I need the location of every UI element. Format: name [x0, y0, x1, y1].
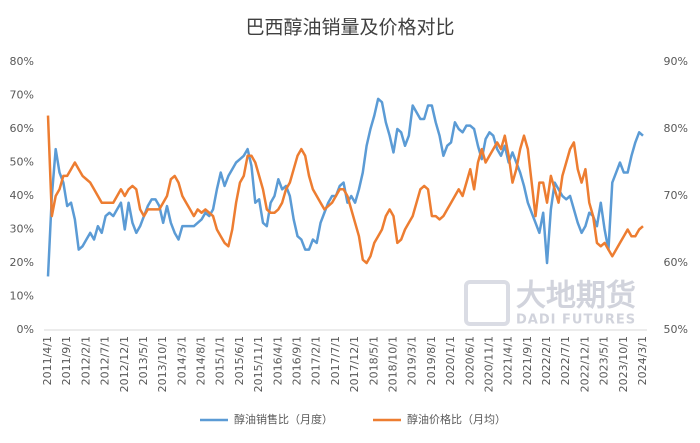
x-tick-label: 2022/2/1: [540, 336, 553, 385]
watermark-subname: DADI FUTURES: [516, 313, 636, 328]
x-tick-label: 2012/2/1: [79, 336, 92, 385]
y-tick-label: 60%: [10, 122, 34, 135]
x-tick-label: 2015/1/1: [214, 336, 227, 385]
x-tick-label: 2023/10/1: [617, 336, 630, 392]
x-tick-label: 2020/1/1: [444, 336, 457, 385]
y-tick-label: 30%: [10, 223, 34, 236]
y-tick-label: 40%: [10, 189, 34, 202]
series-line: [46, 115, 644, 265]
x-tick-label: 2020/6/1: [463, 336, 476, 385]
watermark-name: 大地期货: [516, 279, 636, 314]
x-tick-label: 2021/9/1: [521, 336, 534, 385]
x-tick-label: 2020/11/1: [482, 336, 495, 392]
x-tick-label: 2012/12/1: [118, 336, 131, 392]
x-tick-label: 2023/5/1: [598, 336, 611, 385]
x-tick-label: 2018/10/1: [386, 336, 399, 392]
x-tick-label: 2018/5/1: [367, 336, 380, 385]
y2-tick-label: 70%: [664, 189, 688, 202]
x-tick-label: 2015/6/1: [233, 336, 246, 385]
watermark-logo: [464, 280, 510, 326]
watermark: 大地期货 DADI FUTURES: [464, 279, 636, 328]
x-tick-label: 2017/7/1: [329, 336, 342, 385]
x-tick-label: 2013/5/1: [137, 336, 150, 385]
x-tick-label: 2017/12/1: [348, 336, 361, 392]
x-tick-label: 2014/3/1: [175, 336, 188, 385]
y-tick-label: 0%: [17, 323, 34, 336]
x-tick-label: 2022/12/1: [578, 336, 591, 392]
x-tick-label: 2019/8/1: [425, 336, 438, 385]
y-tick-label: 10%: [10, 290, 34, 303]
chart-title: 巴西醇油销量及价格对比: [245, 17, 454, 39]
x-tick-label: 2022/7/1: [559, 336, 572, 385]
legend-label: 醇油价格比（月均）: [407, 412, 506, 426]
y2-tick-label: 50%: [664, 323, 688, 336]
x-tick-label: 2015/11/1: [252, 336, 265, 392]
y2-tick-label: 80%: [664, 122, 688, 135]
x-tick-label: 2016/9/1: [291, 336, 304, 385]
y2-tick-label: 90%: [664, 55, 688, 68]
x-tick-label: 2019/3/1: [406, 336, 419, 385]
x-tick-label: 2013/10/1: [156, 336, 169, 392]
x-tick-label: 2014/8/1: [195, 336, 208, 385]
y-tick-label: 20%: [10, 256, 34, 269]
x-tick-label: 2017/2/1: [310, 336, 323, 385]
y-tick-label: 50%: [10, 156, 34, 169]
legend-label: 醇油销售比（月度）: [234, 412, 333, 426]
x-tick-label: 2016/4/1: [271, 336, 284, 385]
x-tick-label: 2011/9/1: [60, 336, 73, 385]
y2-tick-label: 60%: [664, 256, 688, 269]
y-tick-label: 80%: [10, 55, 34, 68]
x-tick-label: 2012/7/1: [99, 336, 112, 385]
y-tick-label: 70%: [10, 89, 34, 102]
x-tick-label: 2024/3/1: [636, 336, 649, 385]
x-tick-label: 2021/4/1: [502, 336, 515, 385]
x-tick-label: 2011/4/1: [41, 336, 54, 385]
